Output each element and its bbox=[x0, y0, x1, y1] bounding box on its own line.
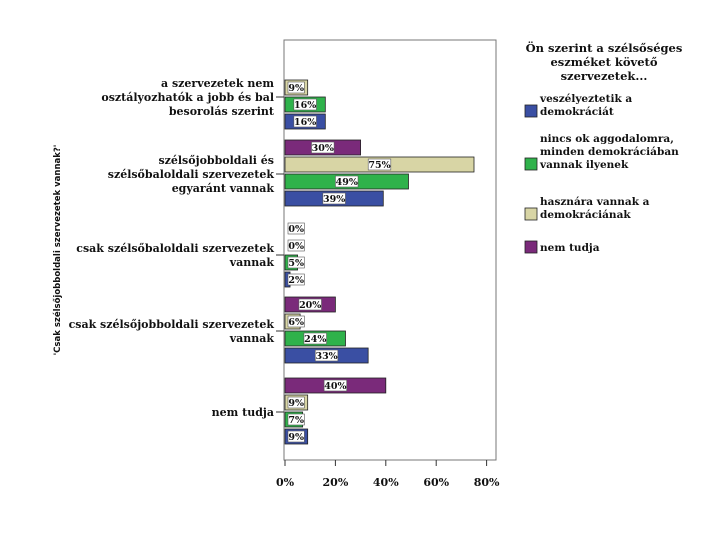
data-label: 6% bbox=[288, 317, 304, 328]
data-label-box bbox=[287, 396, 305, 409]
data-label-box bbox=[335, 175, 359, 188]
data-label: 0% bbox=[288, 241, 304, 252]
category-label: a szervezetek nem bbox=[161, 77, 274, 90]
data-label-box bbox=[303, 332, 327, 345]
y-axis-label: 'Csak szélsőjobboldali szervezetek vanna… bbox=[52, 145, 63, 356]
data-label: 5% bbox=[288, 258, 304, 269]
legend-swatch bbox=[524, 157, 538, 171]
data-label: 39% bbox=[323, 194, 345, 205]
data-labels-group: 9% 16% 16% 30% 75% 49% 39% 0% 0% 5% 2% 20% 6%24% 33% 4… bbox=[287, 81, 392, 443]
category-label: besorolás szerint bbox=[169, 105, 275, 118]
data-label-box bbox=[287, 315, 305, 328]
data-label: 9% bbox=[288, 83, 304, 94]
data-label: 49% bbox=[336, 177, 358, 188]
data-label: 16% bbox=[294, 117, 316, 128]
data-label-box bbox=[287, 413, 305, 426]
data-label-box bbox=[287, 81, 305, 94]
data-label-box bbox=[287, 239, 305, 252]
data-label-box bbox=[287, 273, 305, 286]
data-label: 7% bbox=[288, 415, 304, 426]
legend-title: Ön szerint a szélsőséges bbox=[526, 41, 683, 55]
legend-swatch bbox=[524, 207, 538, 221]
x-tick-label: 80% bbox=[474, 476, 500, 489]
legend-label: nincs ok aggodalomra, bbox=[540, 133, 674, 145]
category-label: vannak bbox=[229, 256, 275, 269]
data-label: 9% bbox=[288, 398, 304, 409]
category-label: csak szélsőjobboldali szervezetek bbox=[69, 318, 275, 331]
legend-label: demokráciát bbox=[540, 106, 614, 118]
data-label: 24% bbox=[304, 334, 326, 345]
legend-label: nem tudja bbox=[540, 242, 600, 254]
data-label-box bbox=[367, 158, 392, 171]
legend-label: demokráciának bbox=[540, 209, 631, 221]
legend-label: veszélyeztetik a bbox=[539, 93, 632, 105]
data-label-box bbox=[314, 349, 339, 362]
category-label: szélsőjobboldali és bbox=[158, 154, 274, 167]
data-label-box bbox=[287, 256, 305, 269]
legend-label: hasznára vannak a bbox=[540, 196, 650, 208]
legend-swatch bbox=[524, 104, 538, 118]
data-label: 75% bbox=[368, 160, 390, 171]
data-label-box bbox=[311, 141, 335, 154]
data-label-box bbox=[287, 430, 305, 443]
legend-title: szervezetek... bbox=[561, 69, 648, 83]
data-label-box bbox=[287, 222, 305, 235]
category-label: egyaránt vannak bbox=[172, 182, 275, 195]
data-label-box bbox=[293, 115, 317, 128]
data-label: 20% bbox=[299, 300, 321, 311]
data-label-box bbox=[298, 298, 322, 311]
data-label-box bbox=[322, 192, 346, 205]
data-label: 9% bbox=[288, 432, 304, 443]
category-label: vannak bbox=[229, 332, 275, 345]
data-label: 0% bbox=[288, 224, 304, 235]
data-label-box bbox=[293, 98, 317, 111]
legend-label: vannak ilyenek bbox=[539, 159, 629, 171]
category-label: csak szélsőbaloldali szervezetek bbox=[76, 242, 274, 255]
data-label: 16% bbox=[294, 100, 316, 111]
category-label: szélsőbaloldali szervezetek bbox=[108, 168, 275, 181]
x-axis: 0% 20% 40% 60% 80% bbox=[276, 460, 500, 489]
legend-swatch bbox=[524, 240, 538, 254]
x-tick-label: 60% bbox=[423, 476, 449, 489]
category-label: osztályozhatók a jobb és bal bbox=[101, 91, 274, 104]
data-label: 33% bbox=[315, 351, 337, 362]
x-tick-label: 20% bbox=[323, 476, 349, 489]
data-label-box bbox=[323, 379, 348, 392]
data-label: 2% bbox=[288, 275, 304, 286]
data-label: 40% bbox=[324, 381, 346, 392]
x-tick-label: 40% bbox=[373, 476, 399, 489]
category-label: nem tudja bbox=[212, 406, 274, 419]
legend-title: eszméket követő bbox=[550, 55, 657, 69]
legend-label: minden demokráciában bbox=[540, 146, 679, 158]
x-tick-label: 0% bbox=[276, 476, 295, 489]
data-label: 30% bbox=[312, 143, 334, 154]
